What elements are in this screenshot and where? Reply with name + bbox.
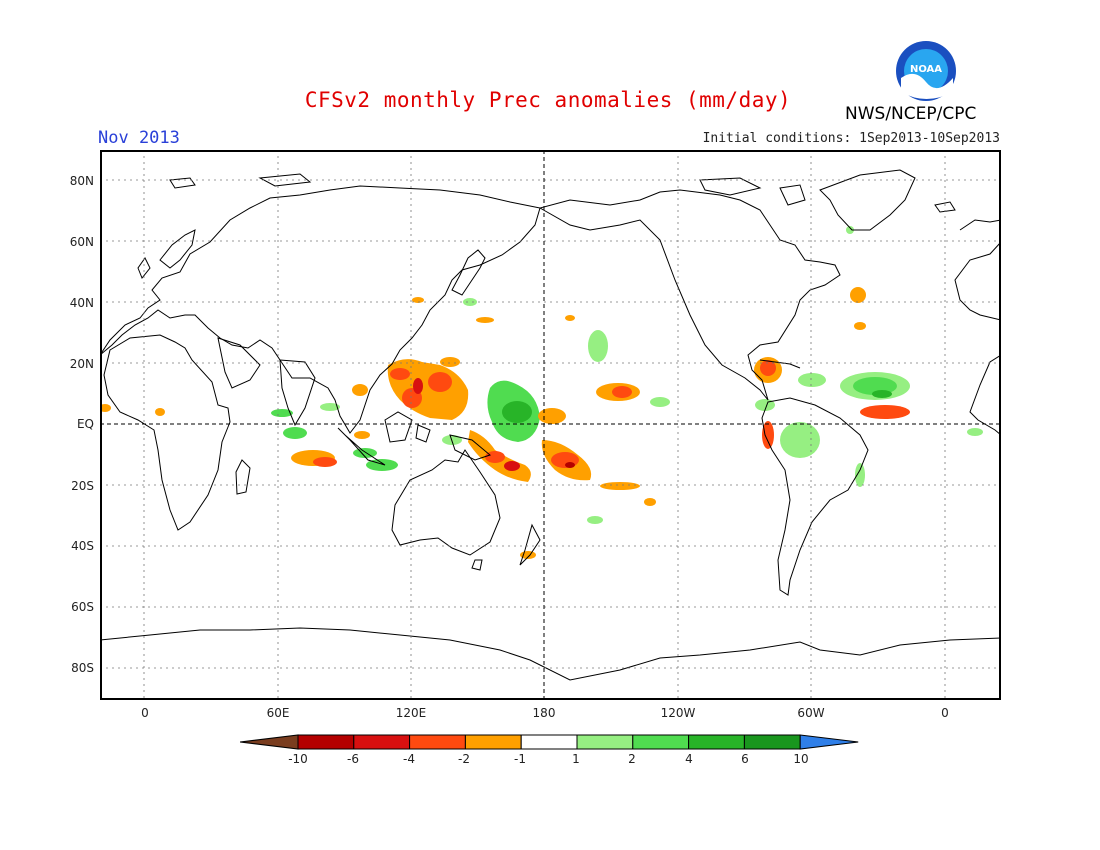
chart-title: CFSv2 monthly Prec anomalies (mm/day): [304, 88, 792, 112]
dry-patch: [565, 315, 575, 321]
dry-patch: [538, 408, 566, 424]
lon-tick-label: 60W: [797, 706, 825, 720]
colorbar: [240, 734, 859, 750]
colorbar-label: -1: [514, 752, 526, 766]
precip-anomaly-map: [100, 150, 1001, 700]
dry-patch: [354, 431, 370, 439]
colorbar-arrow-left: [240, 734, 299, 750]
wet-patch: [588, 330, 608, 362]
colorbar-segment: [576, 734, 634, 750]
dry-patch: [412, 297, 424, 303]
logo-text: NOAA: [910, 64, 942, 75]
colorbar-segment: [297, 734, 355, 750]
lon-tick-label: 120W: [660, 706, 696, 720]
dry-patch: [390, 368, 410, 380]
dry-patch: [600, 482, 640, 490]
lat-tick-label: 20S: [71, 479, 94, 493]
dry-patch: [644, 498, 656, 506]
dry-patch: [612, 386, 632, 398]
dry-patch: [413, 378, 423, 394]
colorbar-segment: [632, 734, 690, 750]
colorbar-label: -6: [347, 752, 359, 766]
dry-patch: [504, 461, 520, 471]
map-frame: [100, 150, 1001, 700]
dry-patch: [565, 462, 575, 468]
colorbar-segment: [409, 734, 466, 750]
dry-patch: [428, 372, 452, 392]
colorbar-label: 2: [628, 752, 636, 766]
lat-tick-label: 20N: [69, 357, 94, 371]
lat-tick-label: 40S: [71, 539, 94, 553]
wet-patch: [463, 298, 477, 306]
wet-patch: [283, 427, 307, 439]
lat-tick-label: 60S: [71, 600, 94, 614]
dry-patch: [271, 409, 293, 417]
dry-patch: [850, 287, 866, 303]
wet-patch: [780, 422, 820, 458]
coastlines: [100, 169, 1001, 681]
dry-patch: [440, 357, 460, 367]
lat-tick-label: 80N: [69, 174, 94, 188]
lon-tick-label: 120E: [395, 706, 427, 720]
wet-patch: [502, 401, 532, 423]
reference-lines: [100, 150, 1001, 700]
dry-patch: [854, 322, 866, 330]
dry-patch: [155, 408, 165, 416]
wet-patch: [650, 397, 670, 407]
wet-patch: [872, 390, 892, 398]
colorbar-segment: [464, 734, 522, 750]
lat-tick-label: 40N: [69, 296, 94, 310]
colorbar-label: -10: [288, 752, 308, 766]
colorbar-segment: [688, 734, 745, 750]
lon-tick-label: 60E: [266, 706, 290, 720]
wet-patch: [846, 226, 854, 234]
lat-tick-label: 60N: [69, 235, 94, 249]
dry-patch: [313, 457, 337, 467]
dry-patch: [352, 384, 368, 396]
colorbar-label: 1: [572, 752, 580, 766]
anomaly-patches: [100, 226, 983, 559]
lon-tick-label: 180: [532, 706, 556, 720]
lat-tick-label: EQ: [76, 417, 94, 431]
dry-patch: [762, 421, 774, 449]
colorbar-label: 10: [793, 752, 809, 766]
colorbar-label: 4: [685, 752, 693, 766]
dry-patch: [485, 451, 505, 463]
lon-tick-label: 0: [941, 706, 949, 720]
colorbar-segment: [520, 734, 578, 750]
noaa-logo-icon: NOAA: [896, 41, 956, 101]
lat-tick-label: 80S: [71, 661, 94, 675]
initial-conditions: Initial conditions: 1Sep2013-10Sep2013: [702, 131, 1000, 146]
wet-patch: [967, 428, 983, 436]
colorbar-label: -2: [458, 752, 470, 766]
wet-patch: [587, 516, 603, 524]
colorbar-segment: [743, 734, 801, 750]
wet-patch: [320, 403, 340, 411]
colorbar-label: 6: [741, 752, 749, 766]
grid-lines: [100, 150, 1001, 700]
agency-label: NWS/NCEP/CPC: [845, 104, 977, 124]
forecast-month: Nov 2013: [98, 128, 180, 148]
colorbar-label: -4: [403, 752, 415, 766]
dry-patch: [476, 317, 494, 323]
lon-tick-label: 0: [141, 706, 149, 720]
dry-patch: [760, 360, 776, 376]
colorbar-arrow-right: [799, 734, 859, 750]
wet-patch: [855, 463, 865, 487]
dry-patch: [860, 405, 910, 419]
dry-patch: [100, 404, 111, 412]
colorbar-segment: [353, 734, 411, 750]
wet-patch: [798, 373, 826, 387]
